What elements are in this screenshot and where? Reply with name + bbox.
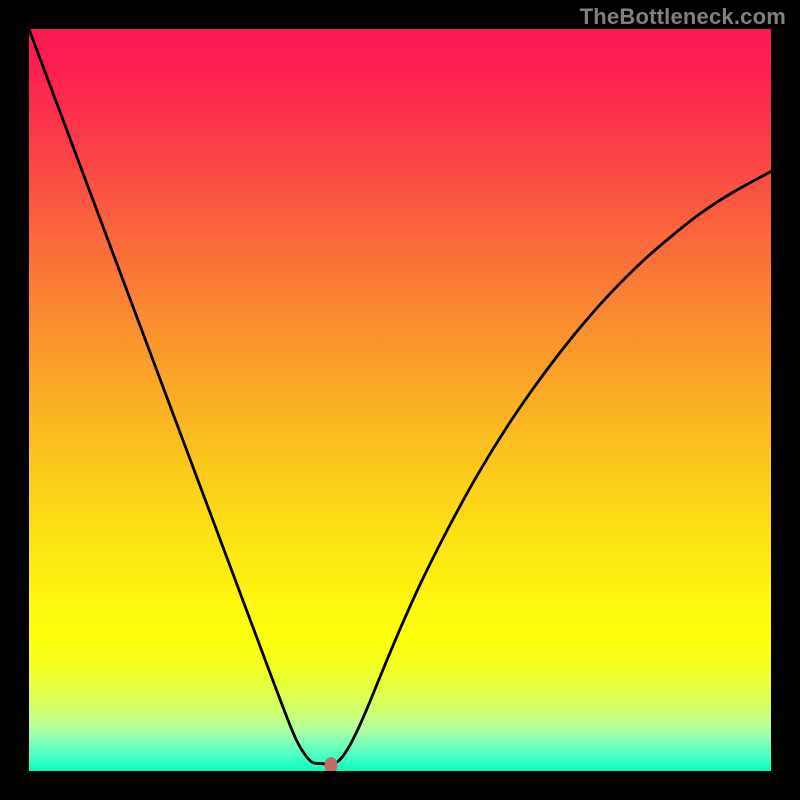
watermark-text: TheBottleneck.com — [580, 4, 786, 30]
bottleneck-chart-svg — [29, 29, 771, 771]
chart-frame: TheBottleneck.com — [0, 0, 800, 800]
plot-area — [29, 29, 771, 771]
gradient-background — [29, 29, 771, 771]
